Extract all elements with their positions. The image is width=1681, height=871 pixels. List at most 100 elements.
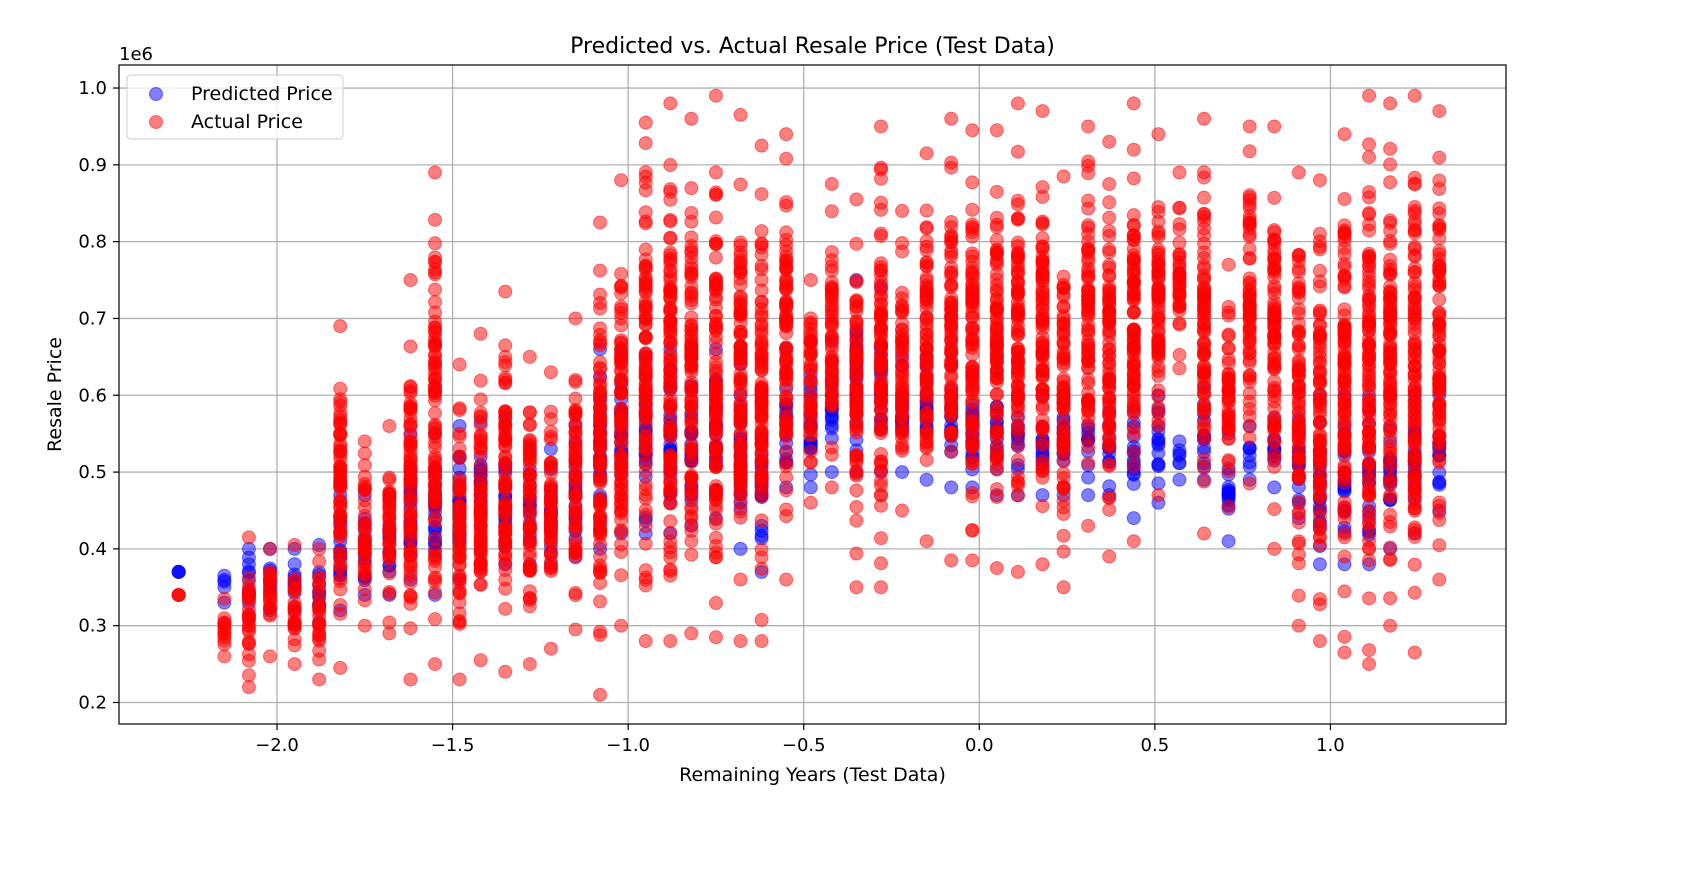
data-point	[1242, 476, 1257, 491]
data-point	[663, 248, 678, 263]
data-point	[803, 375, 818, 390]
data-point	[733, 107, 748, 122]
data-point	[824, 386, 839, 401]
data-point	[895, 291, 910, 306]
data-point	[1407, 373, 1422, 388]
data-point	[663, 427, 678, 442]
data-point	[1242, 307, 1257, 322]
data-point	[849, 546, 864, 561]
data-point	[895, 443, 910, 458]
data-point	[849, 314, 864, 329]
data-point	[1432, 316, 1447, 331]
data-point	[593, 301, 608, 316]
data-point	[708, 512, 723, 527]
data-point	[1197, 190, 1212, 205]
data-point	[895, 391, 910, 406]
data-point	[428, 417, 443, 432]
data-point	[1291, 254, 1306, 269]
data-point	[1102, 458, 1117, 473]
data-point	[1010, 469, 1025, 484]
data-point	[1056, 479, 1071, 494]
data-point	[1035, 214, 1050, 229]
data-point	[779, 198, 794, 213]
data-point	[1383, 318, 1398, 333]
data-point	[593, 385, 608, 400]
data-point	[965, 221, 980, 236]
data-point	[1010, 144, 1025, 159]
data-point	[1035, 254, 1050, 269]
data-point	[1081, 119, 1096, 134]
data-point	[708, 380, 723, 395]
data-point	[733, 235, 748, 250]
data-point	[1312, 242, 1327, 257]
data-point	[262, 585, 277, 600]
data-point	[873, 355, 888, 370]
data-point	[733, 510, 748, 525]
data-point	[171, 564, 186, 579]
data-point	[1383, 377, 1398, 392]
data-point	[895, 366, 910, 381]
data-point	[638, 410, 653, 425]
data-point	[733, 485, 748, 500]
data-point	[1432, 264, 1447, 279]
data-point	[428, 250, 443, 265]
data-point	[779, 127, 794, 142]
data-point	[638, 272, 653, 287]
data-point	[1267, 480, 1282, 495]
data-point	[989, 266, 1004, 281]
x-tick-label: 1.0	[1316, 735, 1345, 756]
y-tick-label: 0.3	[78, 616, 107, 637]
data-point	[873, 275, 888, 290]
data-point	[779, 572, 794, 587]
data-point	[593, 263, 608, 278]
data-point	[663, 568, 678, 583]
data-point	[1337, 308, 1352, 323]
data-point	[568, 403, 583, 418]
data-point	[1291, 285, 1306, 300]
data-point	[638, 634, 653, 649]
data-point	[1362, 88, 1377, 103]
data-point	[1081, 251, 1096, 266]
data-point	[684, 626, 699, 641]
data-point	[919, 429, 934, 444]
data-point	[1056, 494, 1071, 509]
y-tick-label: 0.2	[78, 692, 107, 713]
data-point	[733, 373, 748, 388]
x-tick-label: −0.5	[782, 735, 826, 756]
data-point	[779, 502, 794, 517]
data-point	[1126, 405, 1141, 420]
data-point	[1432, 278, 1447, 293]
data-point	[614, 266, 629, 281]
data-point	[473, 373, 488, 388]
data-point	[312, 600, 327, 615]
data-point	[1197, 268, 1212, 283]
data-point	[312, 541, 327, 556]
data-point	[754, 634, 769, 649]
data-point	[1407, 417, 1422, 432]
data-point	[403, 575, 418, 590]
data-point	[498, 431, 513, 446]
data-point	[1126, 534, 1141, 549]
x-tick-label: −2.0	[255, 735, 299, 756]
data-point	[944, 111, 959, 126]
data-point	[473, 503, 488, 518]
data-point	[1337, 330, 1352, 345]
data-point	[779, 260, 794, 275]
data-point	[824, 338, 839, 353]
data-point	[803, 495, 818, 510]
data-point	[873, 308, 888, 323]
data-point	[382, 498, 397, 513]
data-point	[498, 457, 513, 472]
data-point	[1432, 222, 1447, 237]
data-point	[1362, 185, 1377, 200]
data-point	[1102, 502, 1117, 517]
data-point	[965, 266, 980, 281]
data-point	[333, 398, 348, 413]
data-point	[638, 311, 653, 326]
x-tick-label: 0.5	[1141, 735, 1170, 756]
data-point	[287, 621, 302, 636]
data-point	[522, 438, 537, 453]
data-point	[593, 427, 608, 442]
data-point	[733, 265, 748, 280]
data-point	[452, 606, 467, 621]
